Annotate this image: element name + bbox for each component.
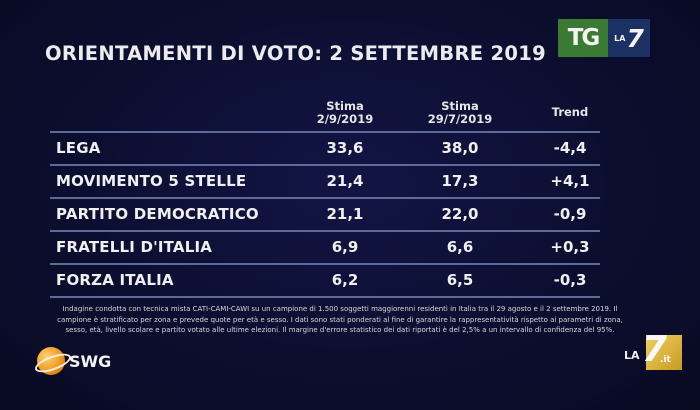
- tg-la7-logo: TG LA 7: [558, 19, 650, 57]
- party-name: FRATELLI D'ITALIA: [56, 238, 213, 256]
- divider: [50, 296, 600, 298]
- current-value: 33,6: [326, 139, 364, 157]
- party-name: FORZA ITALIA: [56, 271, 174, 289]
- note-line: campione è stratificato per zona e preve…: [57, 315, 623, 324]
- la7-seven-text: 7: [626, 23, 644, 53]
- previous-value: 17,3: [441, 172, 479, 190]
- globe-icon: [37, 347, 65, 375]
- current-value: 21,1: [326, 205, 364, 223]
- column-header-current: Stima 2/9/2019: [305, 100, 385, 126]
- column-header-previous: Stima 29/7/2019: [420, 100, 500, 126]
- note-line: sesso, età, livello scolare e partito vo…: [65, 326, 615, 334]
- column-header-previous-date: 29/7/2019: [427, 112, 493, 126]
- column-header-current-label: Stima: [326, 99, 364, 113]
- table-row: MOVIMENTO 5 STELLE 21,4 17,3 +4,1: [50, 166, 600, 197]
- trend-value: +4,1: [550, 172, 590, 190]
- la7it-la-text: LA: [624, 349, 640, 362]
- table-row: LEGA 33,6 38,0 -4,4: [50, 133, 600, 164]
- trend-value: -4,4: [553, 139, 587, 157]
- divider: [50, 164, 600, 166]
- divider: [50, 131, 600, 133]
- la7-logo-mark: LA 7: [608, 19, 650, 57]
- note-line: Indagine condotta con tecnica mista CATI…: [62, 305, 618, 313]
- methodology-note: Indagine condotta con tecnica mista CATI…: [50, 304, 630, 336]
- la7it-seven-text: 7: [642, 329, 668, 370]
- page-title: ORIENTAMENTI DI VOTO: 2 SETTEMBRE 2019: [45, 42, 546, 65]
- poll-table: Stima 2/9/2019 Stima 29/7/2019 Trend LEG…: [50, 100, 600, 298]
- la7-la-text: LA: [614, 33, 626, 43]
- table-row: FORZA ITALIA 6,2 6,5 -0,3: [50, 265, 600, 296]
- current-value: 21,4: [326, 172, 364, 190]
- la7-it-logo: LA 7 .it: [624, 329, 684, 371]
- column-header-current-date: 2/9/2019: [316, 112, 374, 126]
- previous-value: 22,0: [441, 205, 479, 223]
- divider: [50, 263, 600, 265]
- previous-value: 38,0: [441, 139, 479, 157]
- party-name: LEGA: [56, 139, 101, 157]
- column-header-trend: Trend: [551, 105, 589, 119]
- divider: [50, 197, 600, 199]
- table-header: Stima 2/9/2019 Stima 29/7/2019 Trend: [50, 100, 600, 132]
- current-value: 6,2: [331, 271, 359, 289]
- table-row: FRATELLI D'ITALIA 6,9 6,6 +0,3: [50, 232, 600, 263]
- tg-logo-text: TG: [558, 19, 608, 57]
- party-name: MOVIMENTO 5 STELLE: [56, 172, 247, 190]
- trend-value: -0,3: [553, 271, 587, 289]
- swg-logo: SWG: [37, 347, 111, 375]
- divider: [50, 230, 600, 232]
- previous-value: 6,6: [446, 238, 474, 256]
- column-header-previous-label: Stima: [441, 99, 479, 113]
- party-name: PARTITO DEMOCRATICO: [56, 205, 259, 223]
- la7it-it-text: .it: [660, 355, 671, 365]
- table-row: PARTITO DEMOCRATICO 21,1 22,0 -0,9: [50, 199, 600, 230]
- previous-value: 6,5: [446, 271, 474, 289]
- trend-value: -0,9: [553, 205, 587, 223]
- swg-logo-text: SWG: [69, 351, 112, 371]
- trend-value: +0,3: [550, 238, 590, 256]
- la7-gold-box: [646, 335, 682, 370]
- current-value: 6,9: [331, 238, 359, 256]
